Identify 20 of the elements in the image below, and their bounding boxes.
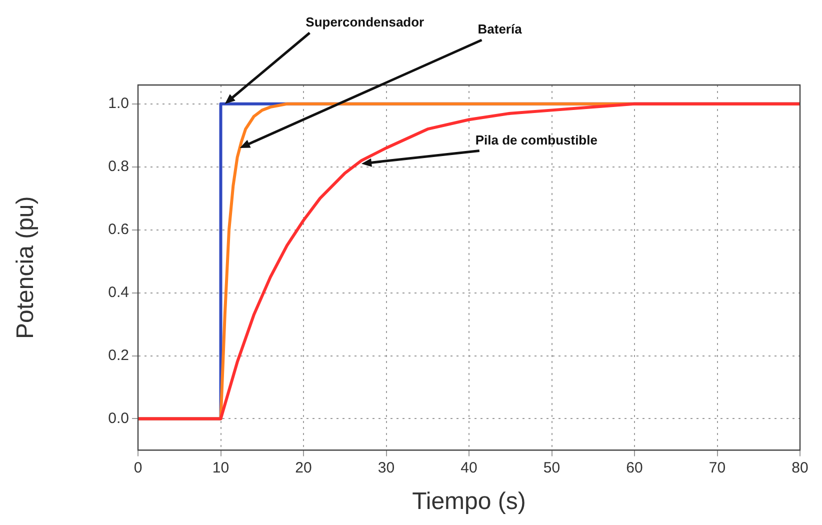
x-tick-label: 20 (295, 459, 312, 476)
y-tick-label: 0.4 (108, 284, 129, 301)
y-tick-label: 1.0 (108, 95, 129, 112)
annotation: Pila de combustible (475, 132, 598, 148)
y-tick-label: 0.2 (108, 346, 129, 364)
x-tick-label: 30 (378, 459, 395, 476)
x-tick-label: 50 (543, 459, 560, 476)
x-tick-label: 60 (626, 459, 643, 476)
x-tick-label: 70 (708, 459, 726, 476)
x-tick-label: 10 (212, 459, 230, 476)
y-tick-label: 0.8 (108, 158, 129, 175)
x-tick-label: 80 (792, 459, 808, 476)
y-tick-label: 0.0 (108, 410, 129, 427)
x-axis-title: Tiempo (s) (412, 488, 526, 516)
annotation: Supercondensador (306, 14, 424, 30)
y-axis-title: Potencia (pu) (12, 196, 40, 339)
annotation: Batería (478, 22, 523, 37)
x-tick-label: 0 (134, 459, 142, 476)
y-tick-label: 0.6 (108, 220, 129, 238)
x-tick-label: 40 (460, 459, 478, 476)
